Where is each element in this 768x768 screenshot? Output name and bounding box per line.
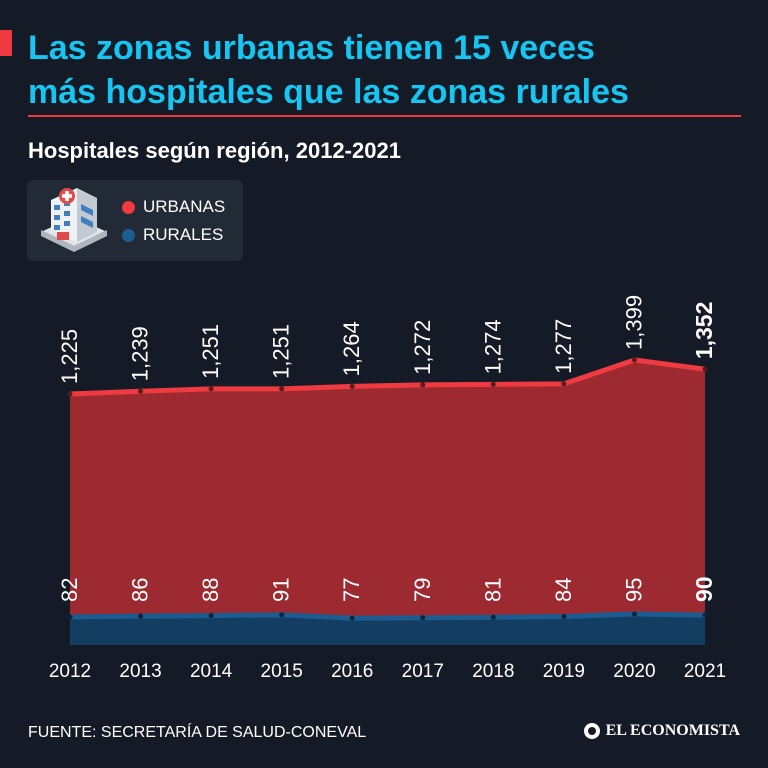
urbanas-data-label: 1,272	[410, 320, 435, 375]
logo-text: EL ECONOMISTA	[605, 722, 740, 739]
legend-item-rurales: RURALES	[122, 225, 223, 245]
urbanas-data-label: 1,251	[198, 324, 223, 379]
urbanas-data-label: 1,399	[621, 295, 646, 350]
rurales-data-label: 84	[551, 578, 576, 602]
x-tick-label: 2015	[261, 661, 303, 682]
urbanas-point	[67, 391, 73, 397]
urbanas-area	[70, 360, 705, 645]
x-tick-label: 2020	[613, 661, 655, 682]
legend-dot-rurales	[122, 228, 135, 242]
headline-accent-bar	[0, 30, 12, 56]
headline-line-2: más hospitales que las zonas rurales	[28, 73, 629, 111]
rurales-point	[702, 612, 708, 618]
urbanas-data-label: 1,239	[128, 326, 153, 381]
urbanas-point	[349, 383, 355, 389]
rurales-point	[561, 614, 567, 620]
urbanas-data-label: 1,225	[57, 329, 82, 384]
x-tick-label: 2017	[402, 661, 444, 682]
rurales-point	[279, 612, 285, 618]
x-tick-label: 2018	[472, 661, 514, 682]
rurales-data-label: 88	[198, 578, 223, 602]
x-tick-label: 2016	[331, 661, 373, 682]
urbanas-point	[490, 381, 496, 387]
rurales-data-label: 81	[480, 578, 505, 602]
rurales-data-label: 90	[691, 576, 717, 602]
urbanas-point	[420, 382, 426, 388]
headline-line-1: Las zonas urbanas tienen 15 veces	[28, 29, 595, 67]
rurales-data-label: 82	[57, 578, 82, 602]
rurales-point	[67, 614, 73, 620]
rurales-data-label: 77	[339, 578, 364, 602]
headline-divider	[28, 115, 741, 117]
rurales-point	[138, 613, 144, 619]
x-tick-label: 2019	[543, 661, 585, 682]
urbanas-point	[631, 357, 637, 363]
rurales-area	[70, 614, 705, 645]
rurales-data-label: 86	[128, 578, 153, 602]
x-tick-label: 2021	[684, 661, 726, 682]
rurales-data-label: 95	[621, 578, 646, 602]
urbanas-point	[561, 381, 567, 387]
chart-subtitle: Hospitales según región, 2012-2021	[28, 138, 401, 163]
urbanas-point	[279, 386, 285, 392]
headline: Las zonas urbanas tienen 15 veces más ho…	[28, 26, 748, 114]
urbanas-point	[138, 388, 144, 394]
rurales-point	[631, 611, 637, 617]
rurales-data-label: 79	[410, 578, 435, 602]
logo-icon	[583, 723, 600, 739]
x-tick-label: 2012	[49, 661, 91, 682]
urbanas-data-label: 1,274	[480, 319, 505, 374]
source-note: FUENTE: SECRETARÍA DE SALUD-CONEVAL	[28, 724, 367, 741]
x-tick-label: 2013	[119, 661, 161, 682]
urbanas-data-label: 1,251	[269, 324, 294, 379]
rurales-line	[69, 611, 706, 621]
legend-label-rurales: RURALES	[143, 225, 224, 244]
rurales-point	[349, 615, 355, 621]
hospital-icon	[41, 188, 107, 252]
rurales-point	[420, 615, 426, 621]
urbanas-point	[208, 386, 214, 392]
publisher-logo: EL ECONOMISTA	[583, 722, 740, 740]
legend-dot-urbanas	[122, 200, 135, 214]
urbanas-data-label: 1,352	[691, 302, 717, 360]
rurales-point	[490, 614, 496, 620]
legend-label-urbanas: URBANAS	[143, 197, 226, 216]
urbanas-line	[69, 357, 706, 397]
rurales-data-label: 91	[269, 578, 294, 602]
legend: URBANAS RURALES	[27, 180, 243, 261]
legend-item-urbanas: URBANAS	[122, 197, 225, 217]
urbanas-data-label: 1,277	[551, 319, 576, 374]
urbanas-point	[702, 366, 708, 372]
urbanas-data-label: 1,264	[339, 321, 364, 376]
x-tick-label: 2014	[190, 661, 233, 682]
rurales-point	[208, 613, 214, 619]
